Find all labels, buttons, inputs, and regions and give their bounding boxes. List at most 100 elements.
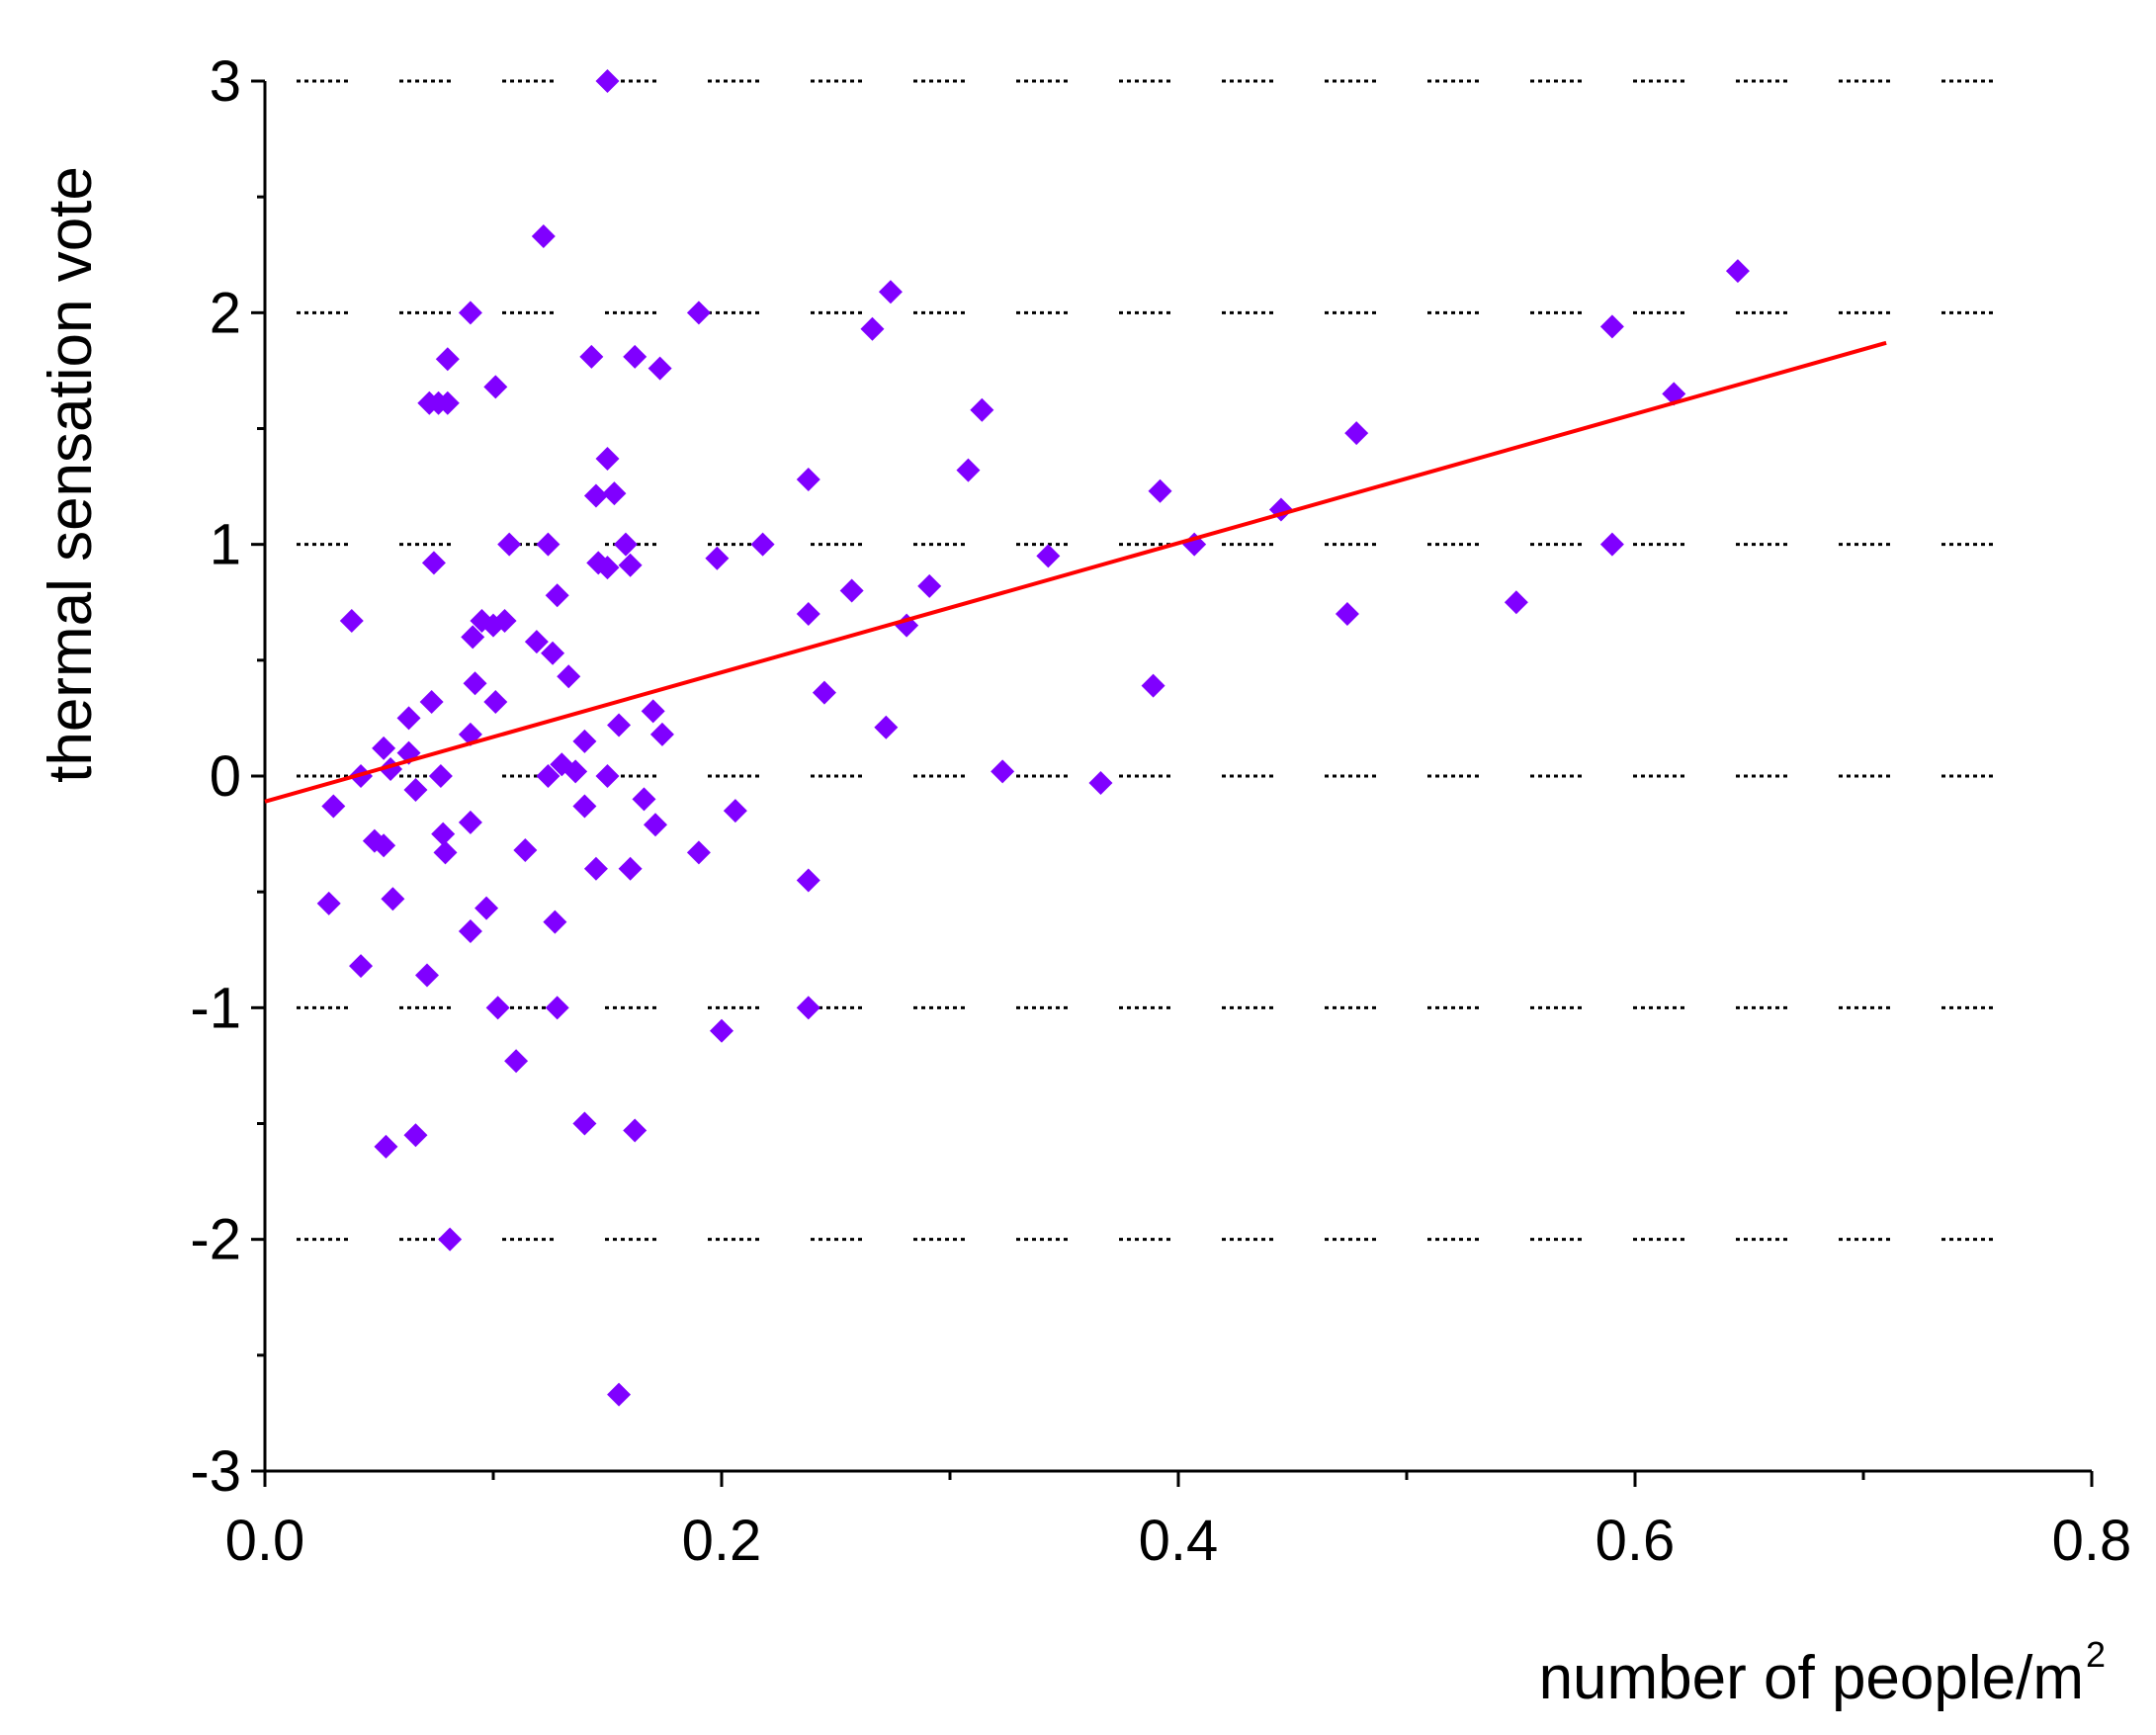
axis-ticks: 3 2 1 0 -1 -2 -30.0 0.2 0.4 0.6 0.8 [190,49,2131,1573]
data-point [321,794,346,819]
data-point [403,778,428,803]
data-point [428,764,453,788]
data-point [435,390,460,415]
x-tick-label: 0.8 [2052,1509,2132,1573]
data-point [750,532,775,557]
data-point [796,868,820,893]
data-point [796,601,820,626]
data-point [812,680,836,705]
data-point [372,833,396,858]
x-axis-title-text: number of people/m [1539,1644,2084,1712]
x-tick-label: 0.4 [1139,1509,1219,1573]
data-point [623,1118,647,1143]
data-point [1148,478,1172,503]
data-point [595,446,620,471]
data-point [483,375,508,399]
data-point [435,347,460,372]
data-point [613,532,638,557]
data-point [1036,544,1061,568]
data-point [458,919,482,944]
data-points [316,69,1750,1407]
y-axis-title: thermal sensation vote [37,166,105,783]
data-point [723,799,747,824]
y-tick-label: 0 [210,744,241,809]
data-point [421,551,446,575]
data-point [374,1134,398,1159]
data-point [396,706,421,731]
data-point [1335,601,1359,626]
data-point [381,887,405,911]
data-point [483,690,508,715]
y-tick-label: -2 [190,1208,241,1272]
data-point [1599,314,1624,339]
y-tick-label: 1 [210,513,241,577]
data-point [956,458,981,482]
data-point [504,1049,529,1074]
data-point [839,578,864,603]
data-point [349,954,374,979]
data-point [595,69,620,93]
data-point [686,840,711,865]
data-point [644,813,668,837]
trend-line-layer [264,340,1887,804]
data-point [860,316,885,341]
data-point [536,764,561,788]
data-point [618,553,643,577]
data-point [403,1123,428,1148]
data-point [607,1382,632,1407]
data-point [524,630,549,654]
data-point [595,764,620,788]
data-point [438,1227,463,1252]
x-axis-title-superscript: 2 [2086,1634,2106,1675]
data-point [433,840,458,865]
data-point [563,759,588,784]
data-point [339,608,364,633]
data-point [705,546,730,570]
data-point [572,1111,597,1136]
data-point [1504,590,1528,615]
data-point [541,641,565,665]
data-point [583,483,608,508]
data-point [649,722,674,746]
data-point [874,715,899,739]
data-point [607,713,632,737]
data-point [618,856,643,881]
data-point [536,532,561,557]
data-point [372,736,396,760]
x-tick-label: 0.0 [225,1509,305,1573]
data-point [316,891,341,915]
data-point [474,896,499,920]
data-point [557,664,581,689]
data-point [572,729,597,753]
data-point [531,224,556,249]
data-point [623,344,647,369]
data-point [1725,259,1750,284]
data-point [917,573,942,598]
data-point [545,996,569,1020]
data-point [991,759,1015,784]
data-point [1344,421,1369,446]
y-tick-label: -1 [190,976,241,1040]
data-point [595,556,620,580]
grid-lines [297,79,2041,1242]
data-point [485,996,510,1020]
data-point [1599,532,1624,557]
x-tick-label: 0.2 [682,1509,762,1573]
data-point [497,532,522,557]
data-point [461,625,485,650]
data-point [572,794,597,819]
data-point [458,301,482,325]
data-point [686,301,711,325]
data-point [1141,673,1165,698]
data-point [513,837,538,862]
data-point [463,671,487,696]
data-point [602,481,627,506]
data-point [431,822,456,846]
data-point [583,856,608,881]
data-point [878,280,903,304]
data-point [710,1018,733,1043]
y-tick-label: 3 [210,49,241,114]
data-point [970,397,994,422]
